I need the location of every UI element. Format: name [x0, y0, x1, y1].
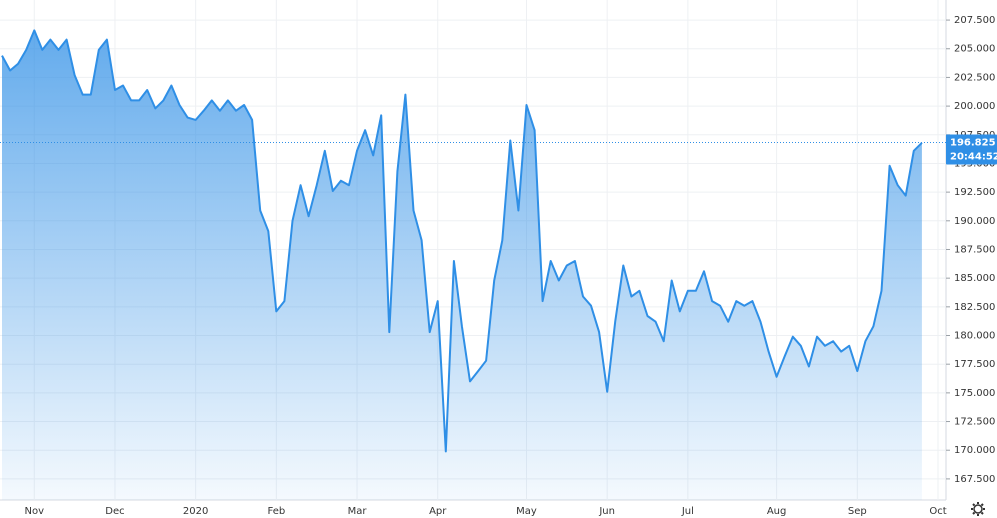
y-tick-label: 205.000 — [954, 44, 995, 55]
y-tick-label: 185.000 — [954, 273, 995, 284]
y-tick-label: 180.000 — [954, 331, 995, 342]
last-time-label: 20:44:52 — [950, 152, 997, 163]
settings-icon[interactable] — [971, 502, 985, 516]
y-tick-label: 182.500 — [954, 302, 995, 313]
area-fill — [2, 30, 922, 501]
y-tick-label: 190.000 — [954, 216, 995, 227]
x-tick-label: Mar — [348, 506, 368, 517]
y-tick-label: 170.000 — [954, 445, 995, 456]
x-tick-label: Oct — [929, 506, 946, 517]
last-price-label: 196.825 — [950, 138, 996, 149]
y-tick-label: 177.500 — [954, 359, 995, 370]
x-tick-label: Aug — [767, 506, 787, 517]
x-tick-label: May — [516, 506, 537, 517]
y-tick-label: 187.500 — [954, 244, 995, 255]
y-tick-label: 192.500 — [954, 187, 995, 198]
x-tick-label: Apr — [429, 506, 447, 517]
last-price-box — [946, 134, 997, 165]
y-tick-label: 172.500 — [954, 417, 995, 428]
y-tick-label: 175.000 — [954, 388, 995, 399]
y-tick-label: 202.500 — [954, 72, 995, 83]
x-tick-label: Dec — [105, 506, 124, 517]
x-tick-label: Nov — [25, 506, 45, 517]
x-tick-label: Feb — [267, 506, 285, 517]
y-tick-label: 200.000 — [954, 101, 995, 112]
x-tick-label: Jul — [681, 506, 694, 517]
x-tick-label: 2020 — [183, 506, 208, 517]
x-tick-label: Jun — [598, 506, 615, 517]
price-line — [1, 29, 923, 453]
x-tick-label: Sep — [848, 506, 867, 517]
y-tick-label: 207.500 — [954, 15, 995, 26]
y-tick-label: 167.500 — [954, 474, 995, 485]
